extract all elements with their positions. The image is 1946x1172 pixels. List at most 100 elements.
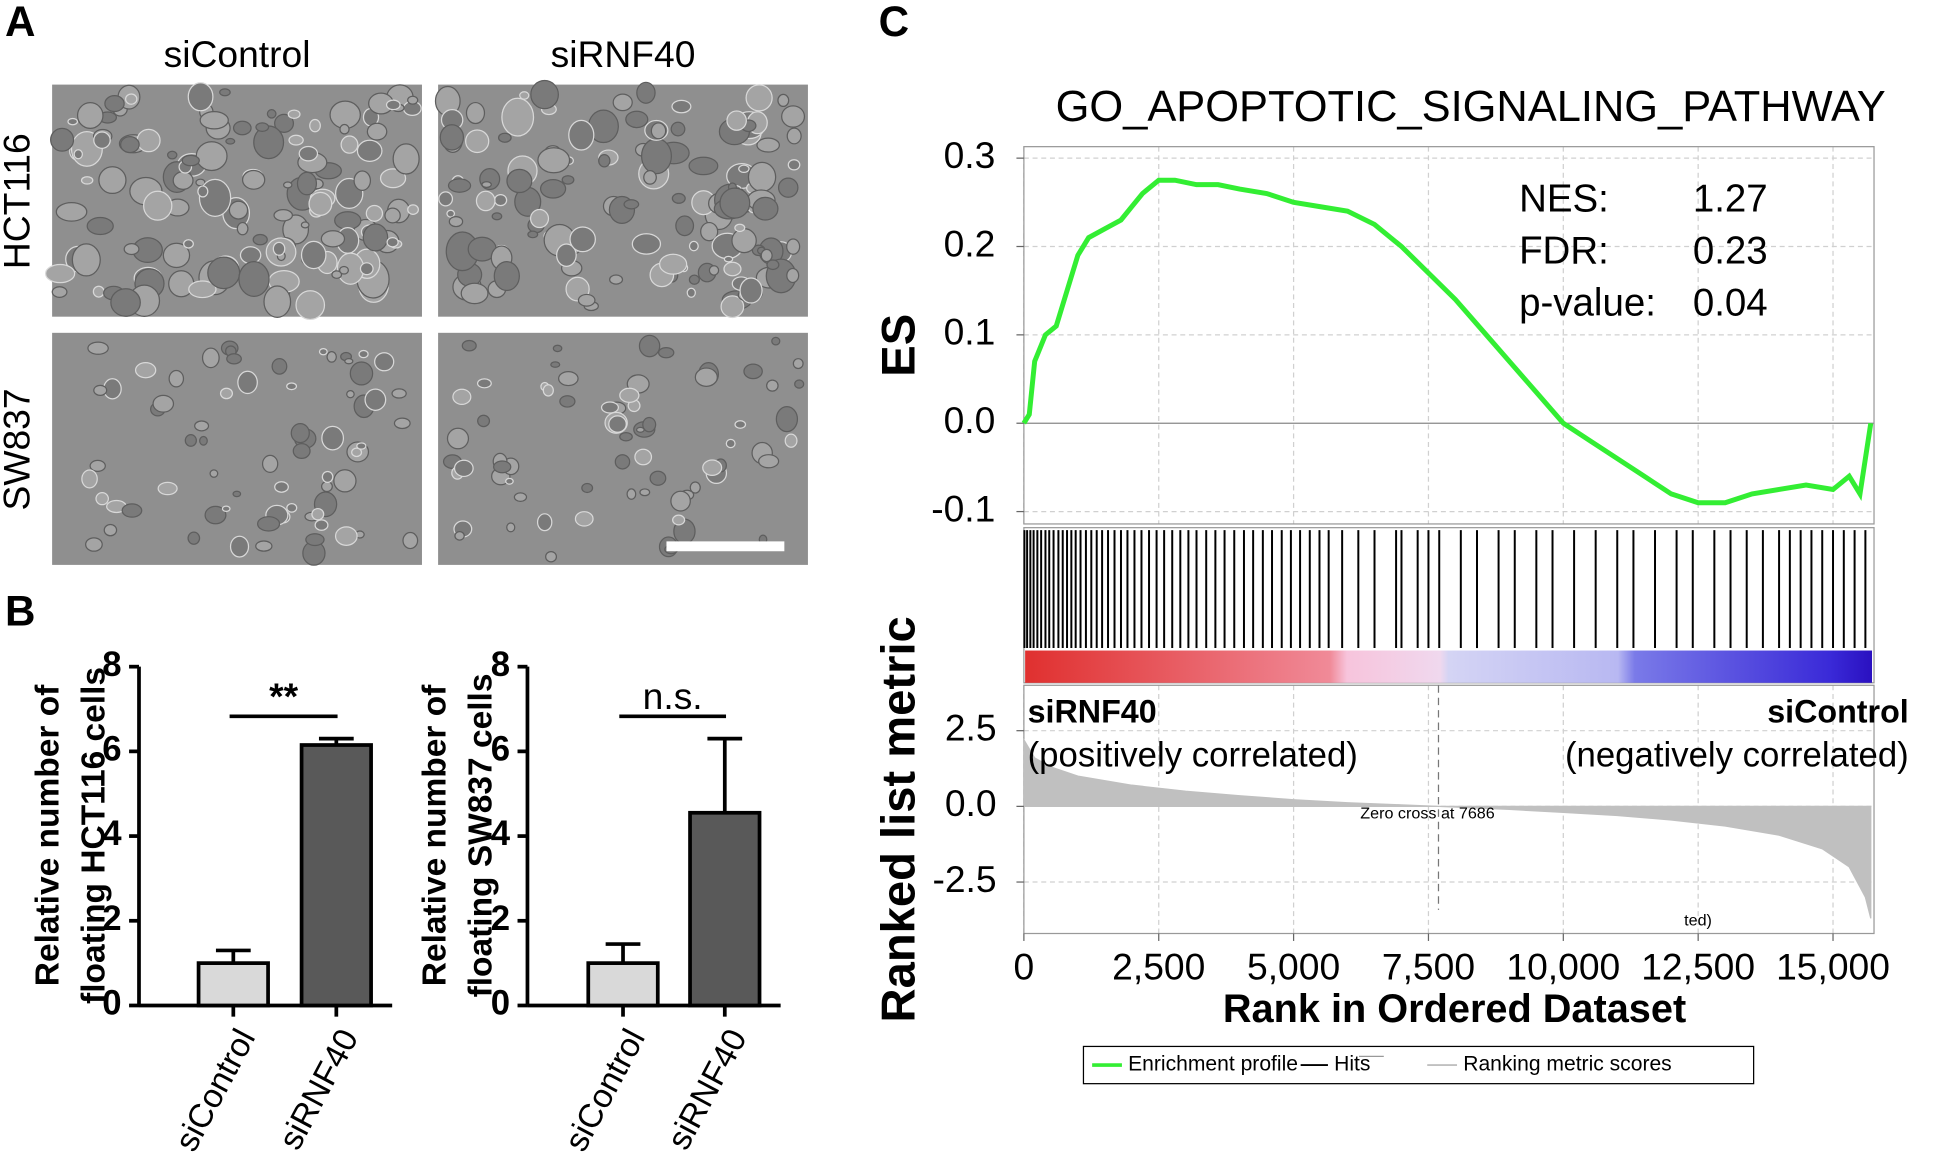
x-tick-label: 10,000 bbox=[1506, 945, 1620, 987]
cell bbox=[76, 102, 104, 129]
cell bbox=[55, 201, 88, 222]
cell bbox=[188, 280, 217, 299]
cell bbox=[257, 516, 281, 532]
cell bbox=[194, 420, 210, 432]
cell bbox=[271, 357, 288, 375]
panel-label: B bbox=[5, 588, 35, 635]
cell bbox=[51, 286, 68, 298]
cell bbox=[181, 154, 200, 167]
cell bbox=[447, 178, 472, 193]
cell bbox=[446, 427, 470, 450]
cell bbox=[225, 137, 236, 145]
cell bbox=[103, 523, 118, 537]
cell bbox=[402, 531, 419, 550]
cell bbox=[675, 215, 695, 237]
positive-note: (positively correlated) bbox=[1028, 736, 1358, 774]
cell bbox=[760, 248, 773, 263]
cell bbox=[787, 159, 801, 171]
cell bbox=[452, 388, 472, 406]
row-label: SW837 bbox=[0, 388, 38, 510]
y-tick-label: 8 bbox=[102, 646, 121, 684]
cell bbox=[491, 212, 503, 221]
cell bbox=[95, 492, 109, 506]
cell bbox=[320, 230, 346, 248]
stat-value: 0.04 bbox=[1693, 282, 1768, 325]
zero-cross-label: Zero cross at 7686 bbox=[1360, 805, 1494, 823]
cell bbox=[255, 122, 270, 132]
cell bbox=[581, 482, 594, 494]
cell bbox=[50, 127, 75, 152]
legend-label: Enrichment profile bbox=[1128, 1053, 1298, 1076]
cell bbox=[636, 81, 656, 104]
cell bbox=[558, 370, 579, 387]
x-tick-label: 0 bbox=[1014, 945, 1035, 987]
cell bbox=[73, 149, 83, 160]
cell bbox=[286, 502, 298, 513]
cell bbox=[460, 282, 489, 305]
panel-label: A bbox=[5, 0, 35, 45]
cell bbox=[671, 192, 686, 204]
cell bbox=[775, 406, 799, 433]
cell bbox=[309, 118, 321, 133]
cell bbox=[287, 109, 301, 120]
cell bbox=[446, 209, 456, 218]
cell bbox=[640, 137, 673, 175]
cell bbox=[731, 228, 757, 254]
negative-label: siControl bbox=[1767, 693, 1909, 729]
stat-label: FDR: bbox=[1519, 230, 1609, 273]
cell bbox=[545, 550, 558, 563]
stat-value: 1.27 bbox=[1693, 177, 1768, 220]
cell bbox=[758, 454, 780, 469]
cell bbox=[625, 110, 649, 129]
x-axis-label: Rank in Ordered Dataset bbox=[1223, 987, 1686, 1031]
cell bbox=[519, 91, 530, 100]
cell bbox=[454, 531, 465, 541]
cell bbox=[738, 164, 750, 174]
cell bbox=[461, 339, 477, 352]
gsea-plot: GO_APOPTOTIC_SIGNALING_PATHWAY -0.1 0.0 0.1… bbox=[872, 83, 1909, 1085]
cell bbox=[110, 288, 141, 317]
cell bbox=[187, 82, 214, 112]
x-tick-label: 15,000 bbox=[1776, 945, 1890, 987]
cell bbox=[659, 253, 688, 275]
cell bbox=[237, 370, 258, 395]
cell bbox=[86, 216, 114, 236]
cell bbox=[272, 241, 286, 256]
cell bbox=[734, 420, 747, 429]
significance-label: ** bbox=[269, 675, 298, 717]
cell bbox=[45, 263, 76, 284]
cell bbox=[92, 285, 105, 298]
cell bbox=[364, 388, 387, 411]
bar bbox=[196, 961, 270, 1008]
cell bbox=[608, 415, 627, 433]
cell bbox=[236, 221, 249, 236]
cell bbox=[568, 119, 595, 151]
cell bbox=[609, 274, 624, 285]
cell bbox=[226, 353, 242, 365]
cell bbox=[493, 261, 520, 292]
cell bbox=[438, 191, 454, 207]
cell bbox=[172, 170, 194, 190]
cell bbox=[305, 533, 325, 547]
bar-chart: 0 2 4 6 8 Relative number of floating HCT116 c… bbox=[29, 646, 393, 1157]
cell bbox=[356, 139, 383, 162]
cell bbox=[198, 178, 232, 217]
bar bbox=[688, 810, 762, 1008]
cell bbox=[204, 505, 227, 525]
cell bbox=[87, 341, 109, 355]
cell bbox=[282, 181, 293, 189]
cell bbox=[694, 367, 718, 387]
cell bbox=[649, 470, 667, 486]
cell bbox=[688, 156, 719, 176]
cell bbox=[505, 477, 514, 485]
cell bbox=[296, 171, 318, 196]
cell bbox=[385, 99, 401, 111]
column-label: siControl bbox=[164, 33, 311, 75]
cell bbox=[638, 334, 661, 358]
cell bbox=[358, 349, 369, 359]
cell bbox=[527, 230, 539, 239]
cell bbox=[643, 170, 657, 185]
cell bbox=[318, 347, 328, 356]
bar bbox=[586, 961, 660, 1008]
cell bbox=[286, 382, 298, 391]
